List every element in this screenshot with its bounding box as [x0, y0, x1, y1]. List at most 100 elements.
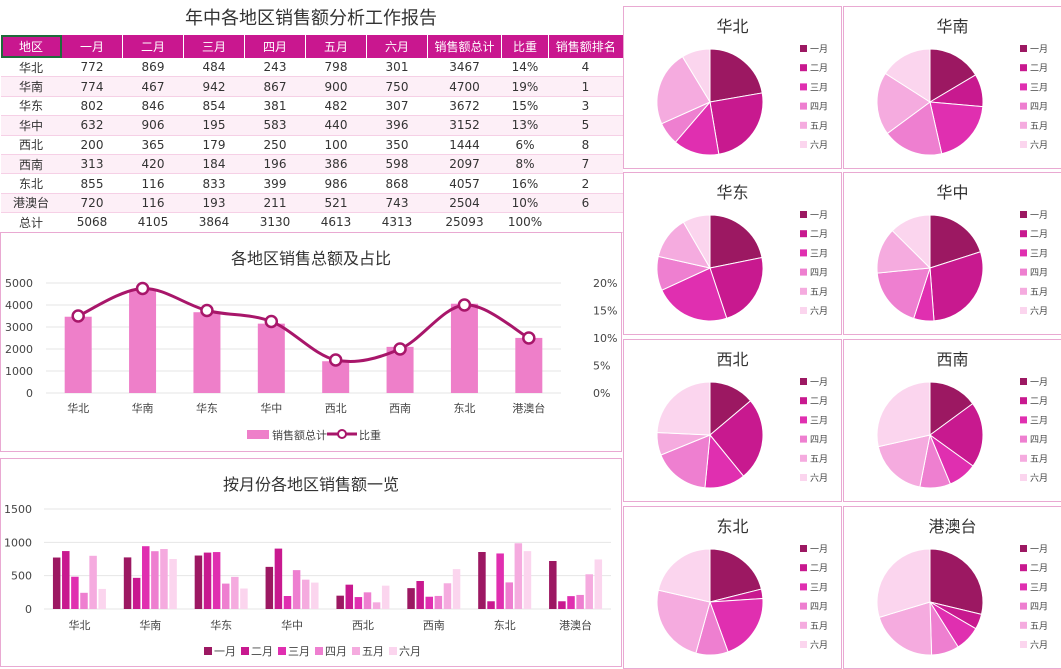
table-cell[interactable]: 116: [122, 173, 184, 194]
pie-title: 西北: [716, 350, 749, 369]
table-cell[interactable]: 598: [366, 154, 428, 175]
table-cell[interactable]: 900: [305, 76, 367, 97]
table-cell[interactable]: 720: [61, 193, 123, 214]
bar-month: [123, 557, 132, 609]
table-cell[interactable]: 350: [366, 135, 428, 155]
table-cell[interactable]: 15%: [501, 96, 549, 117]
table-cell[interactable]: 467: [122, 76, 184, 97]
table-cell[interactable]: 484: [183, 58, 245, 78]
table-cell[interactable]: 25093: [427, 212, 502, 233]
table-cell[interactable]: 8: [548, 135, 623, 155]
table-cell[interactable]: 802: [61, 96, 123, 117]
table-cell[interactable]: 19%: [501, 76, 549, 97]
table-cell[interactable]: 4613: [305, 212, 367, 233]
table-cell[interactable]: 482: [305, 96, 367, 117]
table-cell[interactable]: 100: [305, 135, 367, 155]
table-cell[interactable]: 3672: [427, 96, 502, 117]
table-cell[interactable]: 16%: [501, 173, 549, 194]
table-cell[interactable]: 1444: [427, 135, 502, 155]
table-cell[interactable]: 942: [183, 76, 245, 97]
table-cell[interactable]: 4105: [122, 212, 184, 233]
table-cell[interactable]: 200: [61, 135, 123, 155]
table-cell[interactable]: 总计: [0, 212, 62, 233]
table-cell[interactable]: 521: [305, 193, 367, 214]
table-cell[interactable]: 798: [305, 58, 367, 78]
table-cell[interactable]: 243: [244, 58, 306, 78]
bar-month: [292, 570, 301, 609]
table-cell[interactable]: 365: [122, 135, 184, 155]
table-cell[interactable]: [548, 212, 623, 233]
table-cell[interactable]: 854: [183, 96, 245, 117]
pie-legend-swatch: [800, 435, 807, 443]
table-cell[interactable]: 1: [548, 76, 623, 97]
table-cell[interactable]: 2097: [427, 154, 502, 175]
table-cell[interactable]: 6: [548, 193, 623, 214]
table-cell[interactable]: 986: [305, 173, 367, 194]
legend-label: 二月: [251, 645, 273, 658]
table-cell[interactable]: 196: [244, 154, 306, 175]
table-cell[interactable]: 833: [183, 173, 245, 194]
table-cell[interactable]: 华中: [0, 115, 62, 136]
table-cell[interactable]: 13%: [501, 115, 549, 136]
table-cell[interactable]: 3152: [427, 115, 502, 136]
table-cell[interactable]: 5068: [61, 212, 123, 233]
table-cell[interactable]: 3864: [183, 212, 245, 233]
table-cell[interactable]: 381: [244, 96, 306, 117]
table-cell[interactable]: 313: [61, 154, 123, 175]
table-cell[interactable]: 440: [305, 115, 367, 136]
table-cell[interactable]: 396: [366, 115, 428, 136]
table-header-cell[interactable]: 地区: [0, 35, 62, 58]
table-cell[interactable]: 116: [122, 193, 184, 214]
table-cell[interactable]: 184: [183, 154, 245, 175]
table-cell[interactable]: 250: [244, 135, 306, 155]
table-cell[interactable]: 583: [244, 115, 306, 136]
table-cell[interactable]: 772: [61, 58, 123, 78]
table-cell[interactable]: 855: [61, 173, 123, 194]
table-cell[interactable]: 774: [61, 76, 123, 97]
table-cell[interactable]: 东北: [0, 173, 62, 194]
table-cell[interactable]: 386: [305, 154, 367, 175]
table-cell[interactable]: 4: [548, 58, 623, 78]
table-cell[interactable]: 2504: [427, 193, 502, 214]
table-cell[interactable]: 3130: [244, 212, 306, 233]
table-cell[interactable]: 5: [548, 115, 623, 136]
table-cell[interactable]: 6%: [501, 135, 549, 155]
table-cell[interactable]: 632: [61, 115, 123, 136]
table-cell[interactable]: 4057: [427, 173, 502, 194]
table-cell[interactable]: 8%: [501, 154, 549, 175]
table-cell[interactable]: 867: [244, 76, 306, 97]
table-cell[interactable]: 4700: [427, 76, 502, 97]
table-cell[interactable]: 420: [122, 154, 184, 175]
table-cell[interactable]: 华南: [0, 76, 62, 97]
table-cell[interactable]: 7: [548, 154, 623, 175]
table-cell[interactable]: 西北: [0, 135, 62, 155]
table-cell[interactable]: 743: [366, 193, 428, 214]
table-cell[interactable]: 179: [183, 135, 245, 155]
y-right-tick-label: 15%: [593, 305, 617, 318]
table-cell[interactable]: 211: [244, 193, 306, 214]
table-cell[interactable]: 193: [183, 193, 245, 214]
table-cell[interactable]: 西南: [0, 154, 62, 175]
table-cell[interactable]: 846: [122, 96, 184, 117]
table-cell[interactable]: 307: [366, 96, 428, 117]
table-cell[interactable]: 906: [122, 115, 184, 136]
table-cell[interactable]: 4313: [366, 212, 428, 233]
table-cell[interactable]: 301: [366, 58, 428, 78]
table-cell[interactable]: 华东: [0, 96, 62, 117]
table-cell[interactable]: 399: [244, 173, 306, 194]
table-cell[interactable]: 14%: [501, 58, 549, 78]
table-cell[interactable]: 195: [183, 115, 245, 136]
table-cell[interactable]: 2: [548, 173, 623, 194]
table-cell[interactable]: 3: [548, 96, 623, 117]
table-cell[interactable]: 869: [122, 58, 184, 78]
table-cell[interactable]: 10%: [501, 193, 549, 214]
table-cell[interactable]: 3467: [427, 58, 502, 78]
table-cell[interactable]: 100%: [501, 212, 549, 233]
pie-legend-swatch: [1020, 287, 1027, 295]
table-cell[interactable]: 750: [366, 76, 428, 97]
table-cell[interactable]: 868: [366, 173, 428, 194]
pie-legend-swatch: [1020, 307, 1027, 314]
table-cell[interactable]: 华北: [0, 58, 62, 78]
table-cell[interactable]: 港澳台: [0, 193, 62, 214]
